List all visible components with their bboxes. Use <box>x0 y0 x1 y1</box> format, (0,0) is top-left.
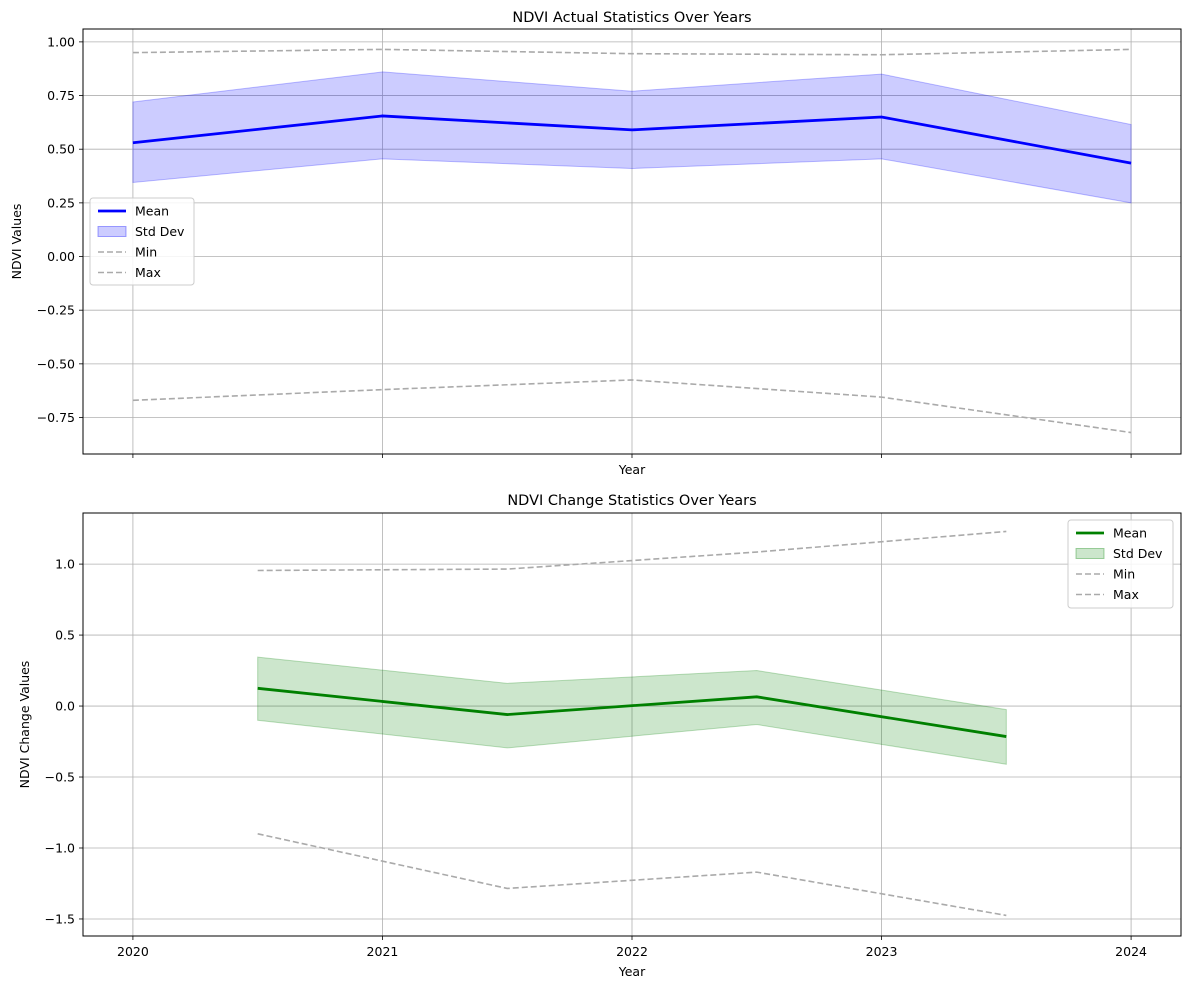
y-tick-label: −0.75 <box>37 410 75 425</box>
legend-label: Max <box>1113 587 1139 602</box>
legend-label: Std Dev <box>135 224 185 239</box>
series-line-max <box>132 48 1132 56</box>
x-tick-label: 2022 <box>616 944 648 959</box>
y-tick-label: −0.50 <box>37 356 75 371</box>
y-tick-label: 1.00 <box>47 34 75 49</box>
legend-box <box>89 197 195 286</box>
y-tick-label: 0.50 <box>47 142 75 157</box>
series-line-min <box>132 379 1132 434</box>
y-tick-label: −1.5 <box>45 911 75 926</box>
y-tick-label: 0.0 <box>55 699 75 714</box>
series-line-max <box>257 833 1007 917</box>
legend-box <box>1067 519 1174 609</box>
axes-frame <box>82 512 1182 937</box>
legend-label: Max <box>135 265 161 280</box>
series-line-mean <box>132 114 1132 165</box>
axes-frame <box>82 28 1182 455</box>
legend-label: Min <box>135 245 157 260</box>
y-tick-label: 0.00 <box>47 249 75 264</box>
legend-swatch <box>97 226 127 237</box>
y-tick-label: 0.25 <box>47 195 75 210</box>
y-tick-label: −0.25 <box>37 303 75 318</box>
y-tick-label: −0.5 <box>45 770 75 785</box>
chart-ndvi-actual: −0.75 −0.50 −0.25 0.00 0.25 0.50 0.75 1.00 NDVI … <box>9 10 1182 477</box>
y-axis-label: NDVI Values <box>9 204 24 280</box>
x-tick-label: 2021 <box>367 944 399 959</box>
series-line-mean <box>257 686 1007 738</box>
series-line-min <box>257 530 1007 572</box>
legend-label: Std Dev <box>1113 546 1163 561</box>
legend-label: Mean <box>135 204 169 219</box>
y-tick-label: −1.0 <box>45 840 75 855</box>
y-tick-label: 1.0 <box>55 557 75 572</box>
chart-title: NDVI Change Statistics Over Years <box>507 493 756 509</box>
x-tick-label: 2024 <box>1115 944 1147 959</box>
std-dev-band <box>132 71 1132 204</box>
x-tick-label: 2023 <box>866 944 898 959</box>
x-tick-label: 2020 <box>117 944 149 959</box>
y-tick-label: 0.75 <box>47 88 75 103</box>
y-tick-label: 0.5 <box>55 628 75 643</box>
std-dev-band <box>257 656 1007 765</box>
chart-ndvi-change: 2020 2021 2022 2023 2024 −1.5 −1.0 −0.5 0.0 0.5 1.… <box>17 493 1182 979</box>
x-axis-label: Year <box>618 964 646 979</box>
legend-swatch <box>1075 548 1105 559</box>
chart-title: NDVI Actual Statistics Over Years <box>512 10 751 26</box>
x-axis-label: Year <box>618 462 646 477</box>
legend-label: Min <box>1113 567 1135 582</box>
legend-label: Mean <box>1113 526 1147 541</box>
y-axis-label: NDVI Change Values <box>17 661 32 789</box>
